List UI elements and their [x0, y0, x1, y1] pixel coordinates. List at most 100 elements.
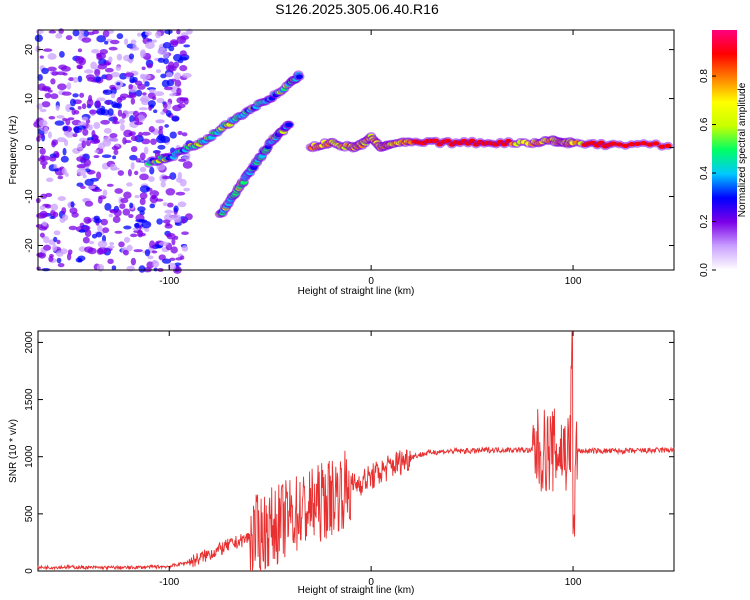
heatmap-cell [66, 252, 72, 261]
heatmap-cell [40, 193, 48, 199]
heatmap-cell [89, 109, 97, 115]
heatmap-cell [156, 97, 165, 104]
snr-x-label: Height of straight line (km) [298, 585, 415, 596]
heatmap-cell [75, 55, 85, 64]
heatmap-cell [73, 110, 80, 115]
heatmap-cell [174, 262, 182, 266]
heatmap-cell [56, 137, 67, 143]
heatmap-cell [179, 65, 188, 72]
heatmap-cell [121, 112, 127, 119]
x-tick-label: 100 [565, 577, 582, 588]
heatmap-cell [127, 94, 134, 99]
heatmap-cell [123, 236, 131, 243]
heatmap-cell [108, 46, 118, 51]
x-tick-label: -100 [159, 577, 179, 588]
heatmap-cell [84, 178, 94, 186]
heatmap-cell [139, 192, 148, 200]
heatmap-cell [157, 133, 165, 141]
heatmap-cell [138, 265, 146, 273]
heatmap-cell [139, 173, 149, 181]
heatmap-cell [175, 257, 183, 261]
heatmap-cell [82, 174, 87, 179]
heatmap-cell [84, 200, 94, 207]
heatmap-cell [103, 127, 112, 134]
heatmap-cell [84, 225, 91, 231]
heatmap-cell [98, 142, 106, 150]
heatmap-cell [94, 149, 99, 154]
heatmap-cell [170, 246, 178, 254]
heatmap-cell [184, 213, 193, 221]
heatmap-cell [37, 74, 43, 81]
heatmap-cell [141, 138, 151, 145]
heatmap-cell [113, 208, 122, 217]
heatmap-cell [36, 103, 43, 110]
heatmap-cell [39, 232, 45, 238]
heatmap-cell [181, 245, 189, 252]
heatmap-frame [37, 29, 675, 271]
y-tick-label: 10 [24, 93, 35, 105]
heatmap-cell [144, 249, 151, 257]
heatmap-cell [130, 257, 137, 266]
heatmap-cell [73, 126, 80, 134]
heatmap-cell [57, 175, 64, 180]
heatmap-cell [76, 163, 86, 169]
heatmap-cell [137, 32, 142, 37]
heatmap-cell [171, 237, 176, 246]
heatmap-cell [77, 106, 82, 110]
heatmap-cell [179, 50, 187, 57]
colorbar-tick-label: 0.6 [699, 117, 710, 131]
heatmap-cell [118, 118, 125, 124]
heatmap-cell [157, 57, 165, 63]
heatmap-cell [39, 108, 47, 113]
heatmap-cell [169, 257, 176, 261]
heatmap-cell [81, 103, 87, 110]
heatmap-cell [129, 115, 135, 123]
y-tick-label: 0 [24, 144, 35, 150]
heatmap-cell [50, 203, 59, 211]
x-tick-label: -100 [159, 276, 179, 287]
heatmap-cell [63, 130, 70, 136]
heatmap-cell [43, 126, 49, 135]
heatmap-cell [39, 147, 46, 155]
heatmap-cell [84, 168, 91, 173]
heatmap-cell [111, 265, 117, 271]
heatmap-cell [55, 250, 64, 257]
heatmap-cell [123, 225, 132, 230]
heatmap-cell [141, 66, 146, 71]
heatmap-cell [72, 29, 80, 37]
heatmap-cell [97, 63, 108, 70]
heatmap-cell [162, 102, 168, 109]
heatmap-cell [41, 249, 47, 254]
heatmap-cell [82, 236, 90, 244]
heatmap-cell [100, 218, 108, 226]
heatmap-cell [134, 222, 140, 229]
heatmap-cell [93, 76, 102, 83]
colorbar-tick-label: 0.4 [699, 166, 710, 180]
heatmap-cell [55, 105, 60, 111]
heatmap-cell [108, 56, 113, 63]
heatmap-cell [82, 128, 89, 136]
snr-x-ticks: -100 0 100 [159, 331, 582, 588]
heatmap-cell [97, 225, 103, 232]
heatmap-cell [68, 225, 78, 231]
heatmap-cell [130, 97, 136, 105]
heatmap-cell [113, 149, 119, 156]
heatmap-cell [182, 160, 193, 169]
heatmap-cell [134, 194, 140, 199]
heatmap-cell [107, 108, 114, 116]
heatmap-cell [126, 265, 135, 272]
heatmap-cell [115, 65, 122, 71]
heatmap-cell [55, 33, 63, 39]
heatmap-cell [73, 76, 79, 83]
heatmap-cell [100, 109, 110, 116]
heatmap-cell [96, 52, 102, 57]
y-tick-label: 1000 [24, 445, 35, 468]
heatmap-cell [122, 137, 127, 145]
heatmap-cell [181, 132, 188, 137]
heatmap-cell [161, 175, 172, 180]
y-tick-label: 0 [24, 568, 35, 574]
heatmap-cell [153, 267, 158, 272]
heatmap-cell [93, 121, 101, 129]
heatmap-cell [167, 202, 174, 208]
heatmap-cell [50, 78, 56, 85]
